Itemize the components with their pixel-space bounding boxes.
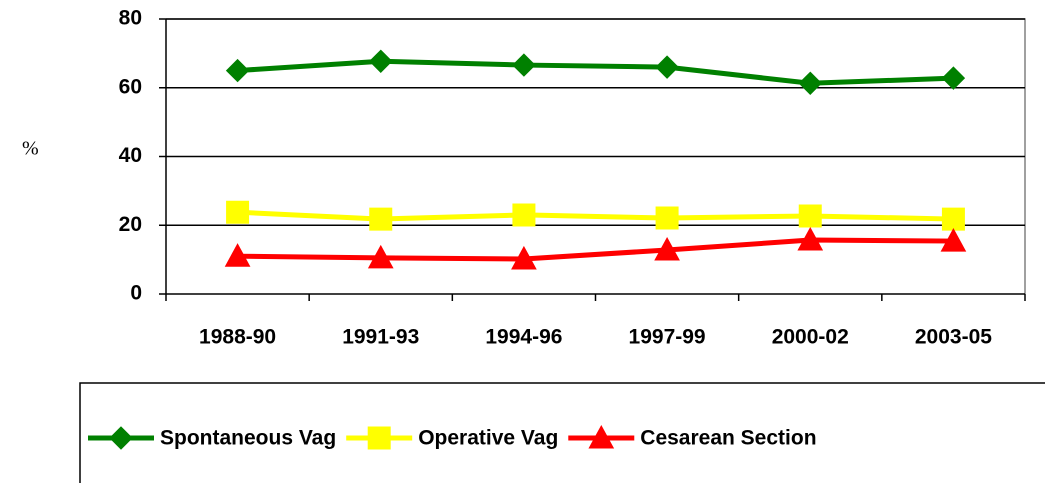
series-line [237, 209, 954, 222]
data-point [367, 244, 394, 269]
data-point [798, 204, 822, 228]
x-tick-label: 1997-99 [629, 326, 706, 349]
data-point [940, 228, 967, 252]
data-point [369, 49, 393, 73]
data-point [369, 207, 393, 231]
legend-marker [109, 426, 133, 450]
legend-label: Cesarean Section [640, 427, 816, 450]
legend-box [79, 382, 1045, 483]
y-tick-label: 60 [119, 75, 142, 98]
series-line [237, 237, 954, 262]
data-point [226, 200, 250, 224]
y-tick-label: 0 [130, 282, 142, 305]
y-axis-label: % [22, 138, 39, 160]
x-tick-label: 1994-96 [485, 326, 562, 349]
data-point [655, 55, 679, 79]
x-tick-label: 1988-90 [199, 326, 276, 349]
y-tick-label: 80 [119, 7, 142, 30]
x-tick-label: 1991-93 [342, 326, 419, 349]
y-tick-label: 40 [119, 144, 142, 167]
data-point [224, 243, 251, 267]
data-point [797, 226, 824, 251]
data-point [655, 206, 679, 230]
data-point [941, 207, 965, 231]
data-point [225, 58, 250, 83]
legend-marker [588, 424, 615, 449]
x-tick-label: 2003-05 [915, 326, 992, 349]
legend-marker [367, 426, 391, 450]
data-point [798, 71, 822, 95]
x-tick-label: 2000-02 [772, 326, 849, 349]
data-point [941, 66, 966, 90]
series-line [237, 58, 954, 86]
legend-label: Operative Vag [418, 427, 558, 450]
data-point [654, 236, 680, 261]
data-point [511, 245, 537, 270]
legend-label: Spontaneous Vag [160, 427, 336, 450]
y-tick-label: 20 [119, 213, 142, 236]
data-point [512, 203, 536, 227]
data-point [512, 53, 536, 77]
